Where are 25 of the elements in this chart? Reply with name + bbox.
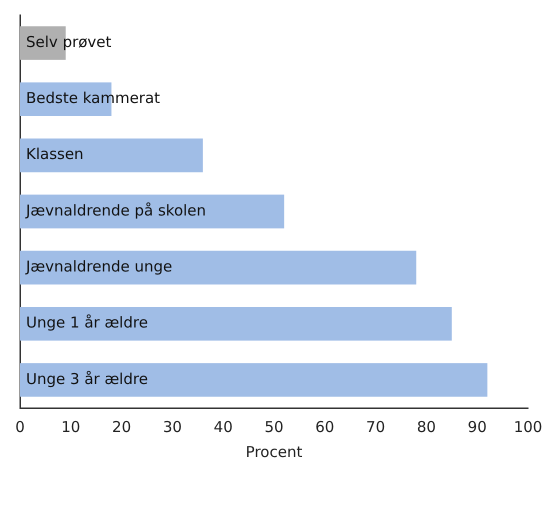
x-tick-label: 0 <box>15 418 25 436</box>
y-tick-label: Klassen <box>26 145 84 164</box>
y-tick-label: Jævnaldrende på skolen <box>25 201 206 220</box>
bar <box>20 194 284 228</box>
x-tick-label: 60 <box>315 418 334 436</box>
y-tick-label: Bedste kammerat <box>26 89 160 108</box>
x-tick-label: 30 <box>162 418 182 436</box>
y-tick-label: Unge 1 år ældre <box>26 314 148 332</box>
bar <box>20 363 488 397</box>
bar <box>20 138 203 172</box>
y-tick-label: Jævnaldrende unge <box>25 258 172 276</box>
x-tick-label: 50 <box>264 418 284 436</box>
y-tick-label: Selv prøvet <box>26 32 112 51</box>
bar <box>20 250 416 284</box>
x-tick-label: 80 <box>416 418 436 436</box>
bar <box>20 306 452 341</box>
x-tick-label: 10 <box>61 418 80 436</box>
y-tick-label: Unge 3 år ældre <box>26 370 148 388</box>
x-axis-title: Procent <box>246 442 302 461</box>
bar <box>20 26 66 60</box>
x-tick-label: 90 <box>468 418 487 436</box>
x-tick-label: 70 <box>366 418 386 436</box>
x-tick-label: 100 <box>514 418 542 436</box>
x-tick-label: 40 <box>214 418 233 436</box>
x-tick-label: 20 <box>112 418 132 436</box>
